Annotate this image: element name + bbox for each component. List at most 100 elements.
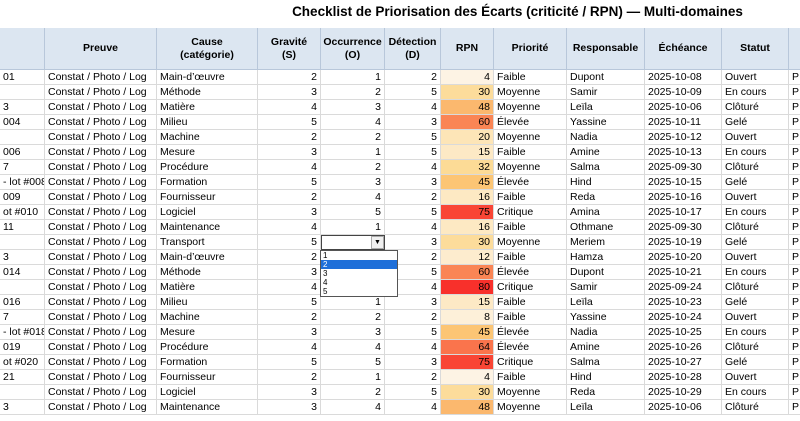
cell: Ouvert	[722, 190, 789, 205]
cell: 2	[258, 70, 321, 85]
cell: 3	[321, 325, 385, 340]
cell: Hamza	[567, 250, 645, 265]
cell: Clôturé	[722, 100, 789, 115]
cell: Salma	[567, 355, 645, 370]
cell: En cours	[722, 385, 789, 400]
cell: 4	[258, 340, 321, 355]
cell: Constat / Photo / Log	[45, 295, 157, 310]
rpn-cell: 15	[441, 145, 494, 160]
column-header: RPN	[441, 28, 494, 70]
cell: 1	[321, 295, 385, 310]
cell: 2025-10-11	[645, 115, 722, 130]
dropdown-option[interactable]: 2	[321, 260, 397, 269]
cell: Procédure	[157, 160, 258, 175]
cell: ot #010	[0, 205, 45, 220]
cell: P	[789, 145, 800, 160]
cell: 3	[0, 400, 45, 415]
cell: Fournisseur	[157, 190, 258, 205]
cell: 2	[258, 190, 321, 205]
dropdown-option[interactable]: 5	[323, 287, 328, 296]
cell: 4	[258, 160, 321, 175]
cell: Meriem	[567, 235, 645, 250]
cell: 3	[258, 265, 321, 280]
cell: Fournisseur	[157, 370, 258, 385]
cell: Othmane	[567, 220, 645, 235]
cell: Yassine	[567, 115, 645, 130]
cell: Moyenne	[494, 400, 567, 415]
cell: P	[789, 205, 800, 220]
cell: 3	[0, 250, 45, 265]
cell: Faible	[494, 250, 567, 265]
empty-cell	[0, 385, 45, 400]
cell: Clôturé	[722, 340, 789, 355]
cell: 1	[321, 370, 385, 385]
cell: 4	[321, 340, 385, 355]
cell: En cours	[722, 205, 789, 220]
cell: 3	[385, 355, 441, 370]
cell: Ouvert	[722, 250, 789, 265]
cell: 3	[321, 100, 385, 115]
cell: 2	[385, 370, 441, 385]
cell: Main-d’œuvre	[157, 70, 258, 85]
cell: Faible	[494, 190, 567, 205]
cell: Maintenance	[157, 400, 258, 415]
cell: Constat / Photo / Log	[45, 70, 157, 85]
cell: 4	[258, 220, 321, 235]
cell: P	[789, 370, 800, 385]
cell: Leïla	[567, 400, 645, 415]
cell: Moyenne	[494, 160, 567, 175]
cell: 2025-10-17	[645, 205, 722, 220]
cell: Clôturé	[722, 160, 789, 175]
dropdown-option[interactable]: 3	[323, 269, 328, 278]
cell: Dupont	[567, 70, 645, 85]
cell: 2	[385, 190, 441, 205]
rpn-cell: 80	[441, 280, 494, 295]
dropdown-cell	[321, 235, 385, 250]
cell: 3	[258, 400, 321, 415]
cell: Élevée	[494, 325, 567, 340]
cell: 21	[0, 370, 45, 385]
cell: 004	[0, 115, 45, 130]
cell: 2025-10-16	[645, 190, 722, 205]
cell: Amina	[567, 205, 645, 220]
column-header: Cause (catégorie)	[157, 28, 258, 70]
cell: 2025-10-13	[645, 145, 722, 160]
cell: Critique	[494, 205, 567, 220]
cell: Samir	[567, 85, 645, 100]
rpn-cell: 16	[441, 220, 494, 235]
cell: 5	[385, 325, 441, 340]
cell: En cours	[722, 325, 789, 340]
cell: 2	[321, 160, 385, 175]
cell: 5	[258, 355, 321, 370]
column-header: Preuve	[45, 28, 157, 70]
cell: Moyenne	[494, 100, 567, 115]
cell: P	[789, 310, 800, 325]
cell: 3	[258, 325, 321, 340]
cell: Yassine	[567, 310, 645, 325]
rpn-cell: 75	[441, 205, 494, 220]
dropdown-option[interactable]: 1	[323, 251, 328, 260]
cell: 3	[385, 175, 441, 190]
cell: 2025-10-23	[645, 295, 722, 310]
cell: 2	[321, 385, 385, 400]
cell: Amine	[567, 145, 645, 160]
cell: Formation	[157, 175, 258, 190]
cell: Maintenance	[157, 220, 258, 235]
empty-cell	[0, 235, 45, 250]
cell: Constat / Photo / Log	[45, 130, 157, 145]
cell: 2025-10-06	[645, 100, 722, 115]
cell: 3	[385, 115, 441, 130]
cell: Moyenne	[494, 385, 567, 400]
cell: Faible	[494, 295, 567, 310]
cell: 2	[321, 85, 385, 100]
dropdown-button[interactable]: ▼	[371, 236, 384, 249]
cell: 4	[321, 190, 385, 205]
dropdown-option[interactable]: 4	[323, 278, 328, 287]
cell: Formation	[157, 355, 258, 370]
cell: Méthode	[157, 265, 258, 280]
cell: 5	[258, 115, 321, 130]
cell: 5	[385, 265, 441, 280]
cell: 5	[258, 295, 321, 310]
cell: Constat / Photo / Log	[45, 280, 157, 295]
